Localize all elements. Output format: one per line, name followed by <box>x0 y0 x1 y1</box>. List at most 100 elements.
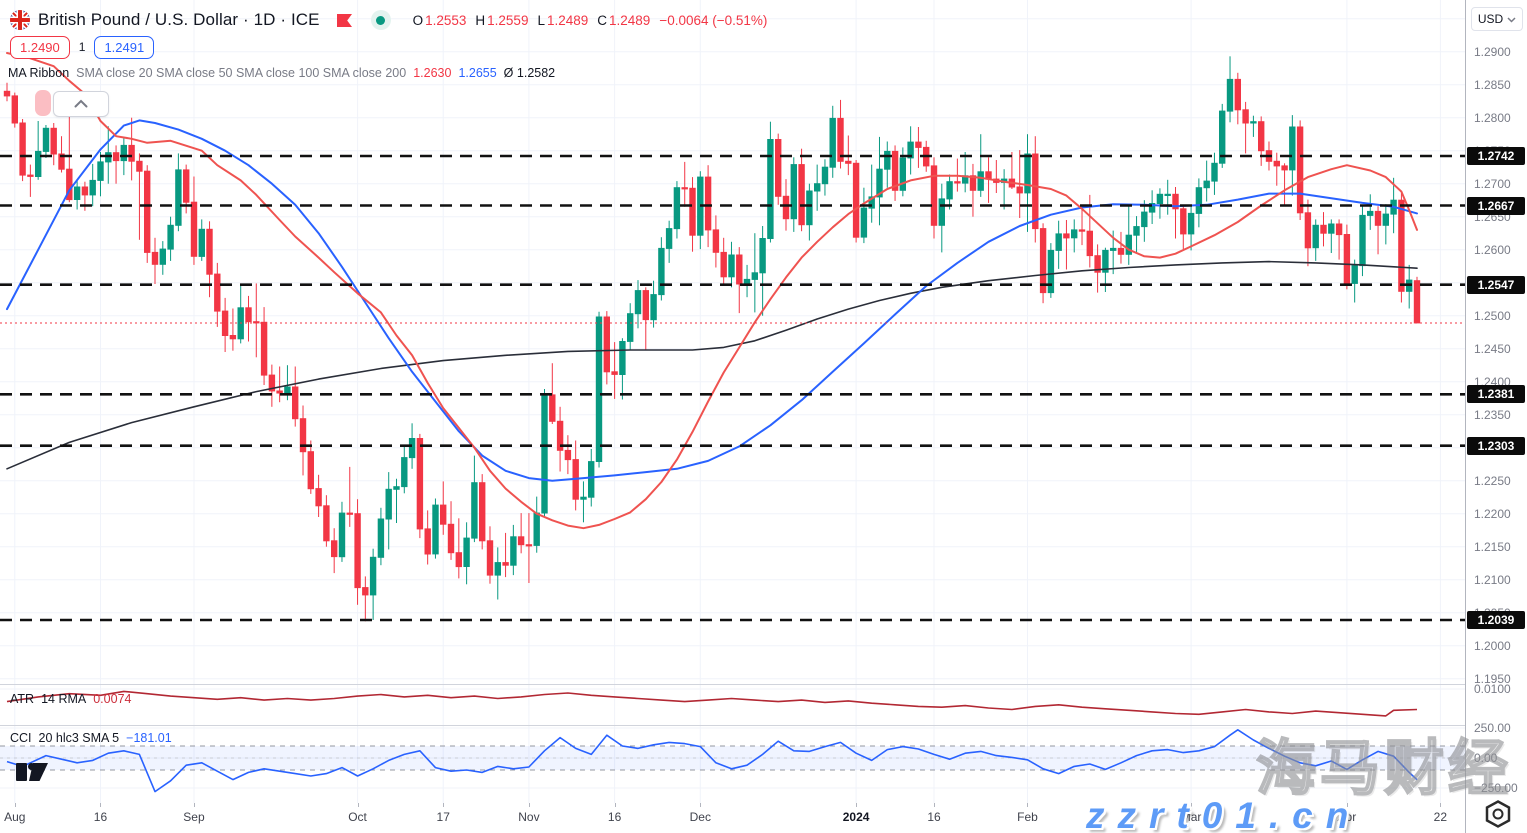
sma50-value: 1.2655 <box>458 66 497 80</box>
atr-params: 14 RMA <box>41 692 87 706</box>
candle <box>1016 186 1023 194</box>
candle <box>447 523 455 554</box>
candle <box>89 179 96 196</box>
candle <box>720 251 727 278</box>
candle <box>876 168 883 198</box>
chart-canvas[interactable]: British Pound / U.S. Dollar · 1D · ICE O… <box>0 0 1465 803</box>
candle <box>81 186 89 196</box>
candle <box>673 187 681 230</box>
candle <box>1289 126 1296 171</box>
candle <box>276 390 283 394</box>
spread-value: 1 <box>78 40 86 54</box>
candle <box>1351 265 1358 284</box>
candle <box>556 420 564 451</box>
candle <box>564 449 572 461</box>
candle <box>634 290 642 315</box>
symbol-legend: British Pound / U.S. Dollar · 1D · ICE O… <box>10 7 767 33</box>
cci-scale-tick: 250.00 <box>1474 721 1511 735</box>
candle <box>712 229 720 253</box>
candle <box>798 164 805 226</box>
candle <box>1226 78 1234 112</box>
candle <box>1312 224 1319 249</box>
candle <box>1203 180 1210 189</box>
candle <box>1078 229 1086 232</box>
candle <box>1234 78 1241 111</box>
tradingview-logo[interactable] <box>16 760 48 789</box>
candle <box>440 504 447 525</box>
pane-separator-atr-cci[interactable] <box>0 725 1527 726</box>
candle <box>782 195 790 220</box>
level-price-label: 1.2303 <box>1467 436 1525 455</box>
exchange: ICE <box>290 10 320 29</box>
candle <box>369 556 377 596</box>
ohlc-readout: O 1.2553 H 1.2559 L 1.2489 C 1.2489 −0.0064 … <box>412 12 768 28</box>
indicator-name[interactable]: MA Ribbon <box>8 66 70 80</box>
candle <box>338 512 346 558</box>
candle <box>175 169 182 226</box>
atr-scale-tick: 0.0100 <box>1474 682 1511 696</box>
candle <box>510 536 517 566</box>
price-tick: 1.2350 <box>1474 407 1511 422</box>
price-tick: 1.2200 <box>1474 506 1511 521</box>
candle <box>1102 249 1109 273</box>
candle <box>479 482 486 542</box>
candle <box>198 228 206 257</box>
candle <box>611 371 618 375</box>
level-price-label: 1.2039 <box>1467 610 1525 629</box>
time-tick: 17 <box>436 810 450 824</box>
candle <box>471 482 478 539</box>
level-price-label: 1.2547 <box>1467 275 1525 294</box>
candle <box>1374 210 1382 226</box>
candle <box>1086 230 1093 257</box>
candle <box>1156 193 1164 205</box>
candle <box>868 196 875 209</box>
candle <box>73 186 81 200</box>
time-tick: Dec <box>689 810 711 824</box>
price-tick: 1.2800 <box>1474 110 1511 125</box>
candle <box>27 174 34 177</box>
candle <box>1148 203 1156 213</box>
candle <box>19 122 26 176</box>
candle <box>1398 199 1405 292</box>
price-axis[interactable]: USD 1.29001.28501.28001.27501.27001.2650… <box>1465 0 1527 833</box>
candle <box>1039 228 1047 294</box>
candle <box>1328 223 1335 234</box>
price-tick: 1.2700 <box>1474 176 1511 191</box>
cci-value: −181.01 <box>126 731 172 745</box>
candle <box>245 307 252 323</box>
time-tick: 2024 <box>842 810 870 824</box>
market-status-icon[interactable] <box>370 10 391 30</box>
candle-highlight <box>35 90 51 116</box>
time-axis[interactable]: Aug 16 Sep Oct 17 Nov 16 Dec 2024 16 Feb Mar Apr 22 <box>0 803 1527 833</box>
candle <box>299 418 307 453</box>
change-value: −0.0064 (−0.51%) <box>659 12 768 28</box>
candle <box>603 316 610 373</box>
candle <box>393 486 400 490</box>
legend-collapse-button[interactable] <box>53 91 109 117</box>
price-tick: 1.2250 <box>1474 473 1511 488</box>
symbol-title[interactable]: British Pound / U.S. Dollar · 1D · ICE <box>38 10 320 29</box>
candle <box>627 313 634 342</box>
candle <box>1195 187 1203 214</box>
level-price-label: 1.2667 <box>1467 196 1525 215</box>
candle <box>1133 226 1140 236</box>
price-chart[interactable] <box>0 0 1465 803</box>
candle <box>167 224 174 250</box>
candle <box>969 175 977 191</box>
pane-separator-main-atr[interactable] <box>0 684 1527 685</box>
bid-button[interactable]: 1.2490 <box>10 35 70 59</box>
price-tick: 1.2850 <box>1474 77 1511 92</box>
flag-marker-icon[interactable] <box>336 13 353 28</box>
atr-name[interactable]: ATR <box>10 692 35 706</box>
cci-name[interactable]: CCI <box>10 731 32 745</box>
candle <box>229 335 237 340</box>
candle <box>681 187 688 190</box>
time-tick: Mar <box>1180 810 1202 824</box>
currency-selector[interactable]: USD <box>1471 7 1523 31</box>
candle <box>1304 212 1312 249</box>
ask-button[interactable]: 1.2491 <box>94 35 155 59</box>
candle <box>806 190 813 226</box>
candle <box>1281 165 1288 171</box>
candle <box>1117 247 1125 255</box>
time-tick: 22 <box>1433 810 1448 824</box>
